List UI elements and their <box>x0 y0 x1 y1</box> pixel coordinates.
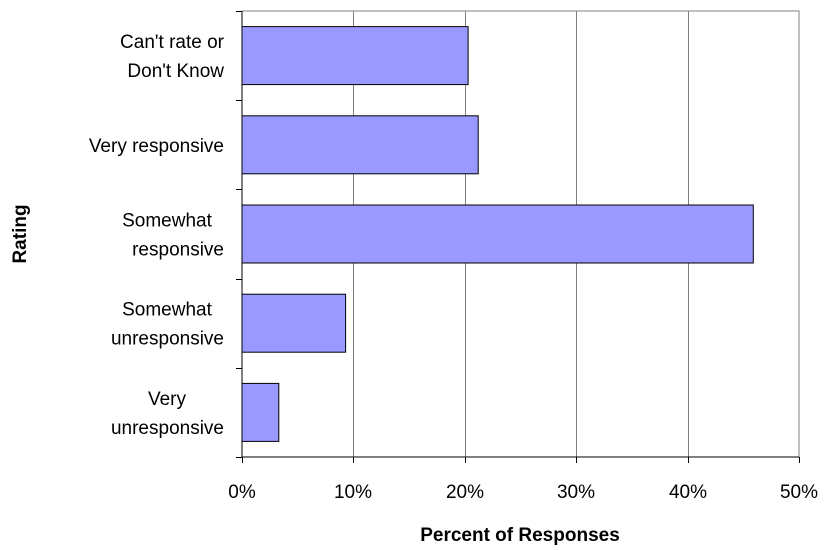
bar <box>241 115 479 175</box>
bar <box>241 204 754 264</box>
bar <box>241 26 469 86</box>
category-label: responsive <box>132 240 224 261</box>
y-axis-title: Rating <box>10 204 31 263</box>
category-labels: Can't rate or Don't Know Very responsive So… <box>89 32 225 439</box>
category-label: Very responsive <box>89 136 224 157</box>
x-tick-labels: 0% 10% 20% 30% 40% 50% <box>228 482 818 503</box>
category-label: unresponsive <box>111 418 224 439</box>
category-label: Don't Know <box>127 61 224 82</box>
category-label: unresponsive <box>111 329 224 350</box>
x-tick-label: 20% <box>446 482 484 503</box>
category-label: Somewhat <box>122 300 212 321</box>
x-tick-label: 40% <box>669 482 707 503</box>
x-tick-label: 10% <box>334 482 372 503</box>
axis-ticks <box>236 11 800 463</box>
category-label: Can't rate or <box>120 32 225 53</box>
bar <box>241 293 347 353</box>
category-label: Somewhat <box>122 211 212 232</box>
bar <box>241 382 280 442</box>
x-tick-label: 30% <box>557 482 595 503</box>
x-tick-label: 50% <box>780 482 818 503</box>
bars <box>241 26 754 442</box>
category-label: Very <box>148 389 187 410</box>
x-tick-label: 0% <box>228 482 256 503</box>
x-axis-title: Percent of Responses <box>420 525 620 546</box>
